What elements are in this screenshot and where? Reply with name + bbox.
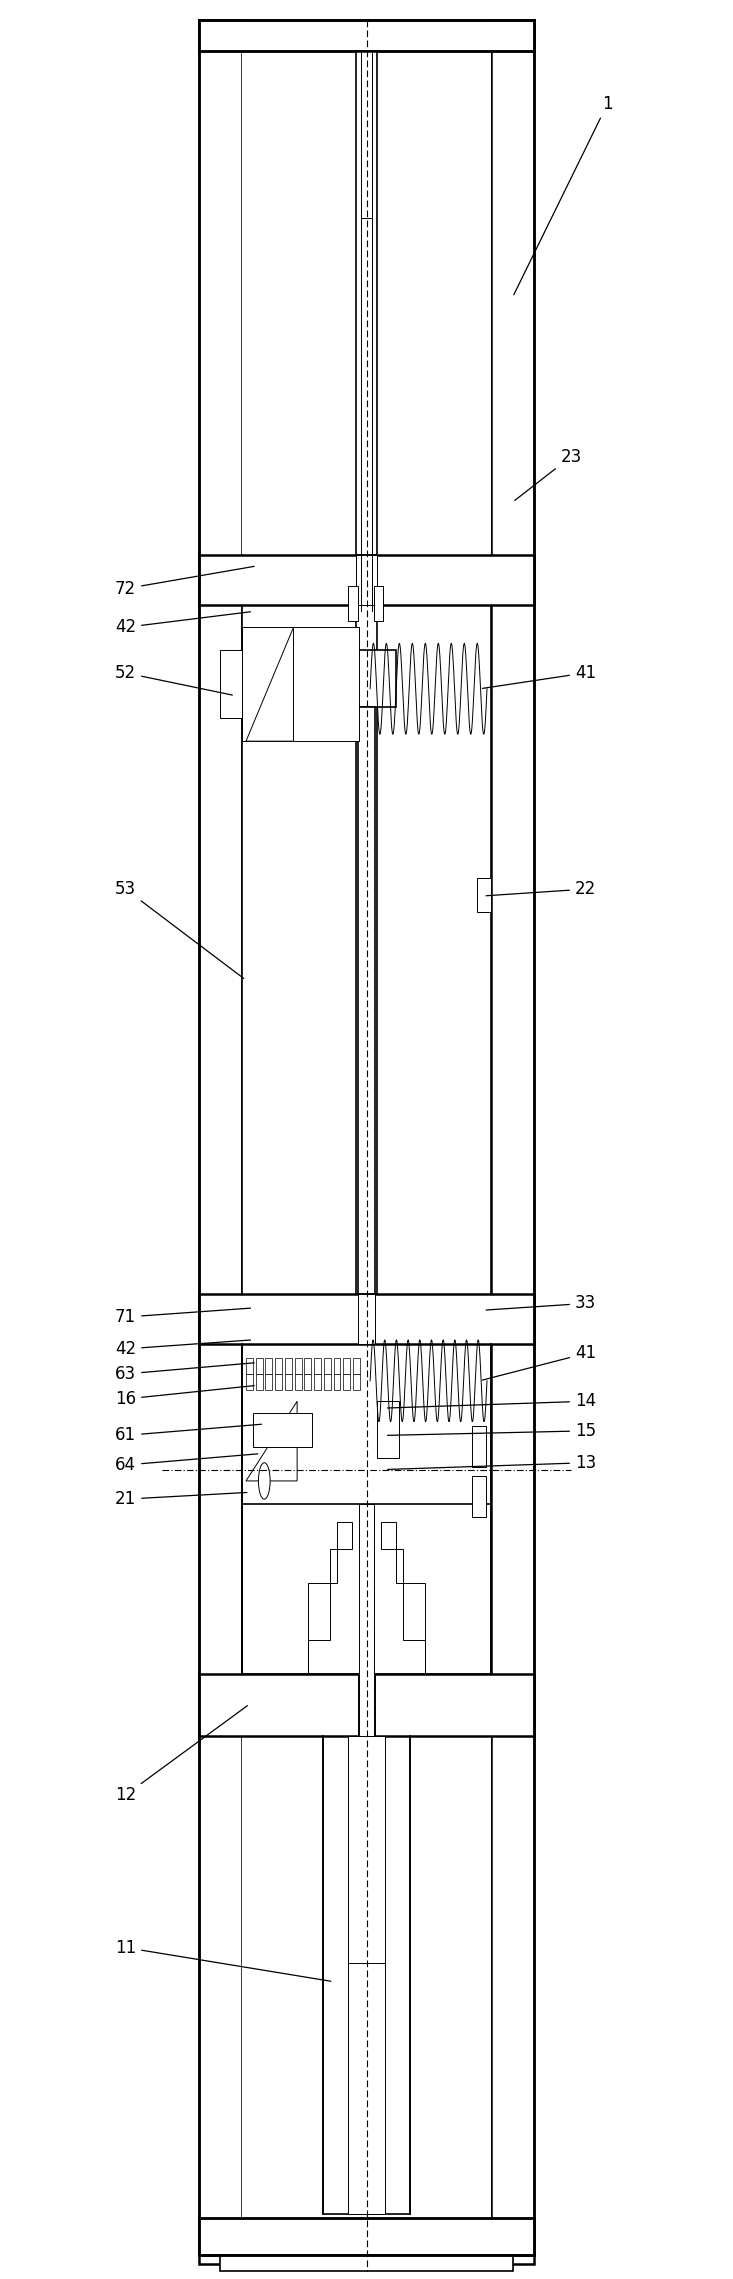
Bar [265, 1374, 272, 1390]
Bar [490, 21, 534, 2263]
Bar [243, 627, 359, 741]
Bar [199, 21, 534, 52]
Bar [356, 52, 377, 554]
Text: 22: 22 [486, 880, 596, 898]
Bar [254, 1413, 312, 1447]
Bar [243, 1504, 490, 1675]
Text: 15: 15 [388, 1422, 596, 1440]
Polygon shape [308, 1522, 352, 1675]
Text: 63: 63 [115, 1363, 254, 1383]
Bar [275, 1358, 282, 1374]
Bar [472, 1477, 485, 1518]
Text: 71: 71 [115, 1308, 251, 1326]
Text: 33: 33 [486, 1294, 596, 1313]
Bar [358, 1294, 375, 1345]
Bar [359, 1504, 374, 1737]
Bar [265, 1358, 272, 1374]
Bar [324, 1374, 331, 1390]
Text: 53: 53 [115, 880, 244, 978]
Text: 21: 21 [115, 1490, 247, 1509]
Bar [275, 1374, 282, 1390]
Bar [343, 1374, 350, 1390]
Bar [472, 1427, 485, 1468]
Text: 72: 72 [115, 567, 254, 597]
Bar [304, 1358, 312, 1374]
Bar [199, 1675, 534, 1737]
Text: 64: 64 [115, 1454, 258, 1475]
Text: 41: 41 [482, 663, 596, 688]
Bar [314, 1358, 321, 1374]
Bar [199, 1675, 534, 1737]
Text: 11: 11 [115, 1939, 331, 1980]
Text: 52: 52 [115, 663, 232, 695]
Bar [334, 1358, 340, 1374]
Bar [199, 1294, 534, 1345]
Bar [221, 650, 243, 718]
Text: 16: 16 [115, 1386, 254, 1408]
Bar [477, 877, 490, 912]
Bar [199, 2217, 534, 2254]
Polygon shape [246, 1402, 297, 1481]
Bar [334, 1374, 340, 1390]
Bar [199, 21, 534, 52]
Bar [199, 21, 243, 2263]
Bar [358, 706, 375, 1294]
Bar [221, 2254, 512, 2270]
Bar [221, 2254, 512, 2270]
Bar [353, 1358, 360, 1374]
Bar [199, 21, 243, 2263]
Bar [490, 21, 534, 2263]
Polygon shape [246, 627, 293, 741]
Bar [356, 604, 377, 1294]
Circle shape [259, 1463, 270, 1500]
Bar [285, 1358, 292, 1374]
Bar [343, 1358, 350, 1374]
Text: 13: 13 [388, 1454, 596, 1472]
Bar [348, 1737, 385, 2213]
Bar [199, 1294, 534, 1345]
Bar [295, 1374, 301, 1390]
Bar [348, 586, 358, 620]
Bar [285, 1374, 292, 1390]
Bar [304, 1374, 312, 1390]
Bar [324, 1358, 331, 1374]
Bar [199, 554, 534, 604]
Text: 61: 61 [115, 1424, 262, 1445]
Bar [314, 1374, 321, 1390]
Text: 14: 14 [388, 1392, 596, 1411]
Bar [246, 1374, 253, 1390]
Bar [356, 554, 377, 604]
Text: 42: 42 [115, 1340, 251, 1358]
Bar [358, 1675, 375, 1737]
Polygon shape [381, 1522, 425, 1675]
Text: 12: 12 [115, 1705, 248, 1805]
Bar [199, 2217, 534, 2254]
Bar [337, 650, 396, 706]
Bar [243, 21, 490, 2263]
Bar [243, 1345, 490, 1675]
Bar [323, 1737, 410, 2213]
Text: 42: 42 [115, 611, 251, 636]
Bar [256, 1358, 262, 1374]
Bar [295, 1358, 301, 1374]
Bar [256, 1374, 262, 1390]
Bar [353, 1374, 360, 1390]
Text: 41: 41 [482, 1345, 596, 1381]
Bar [246, 1358, 253, 1374]
Text: 1: 1 [514, 96, 613, 294]
Bar [377, 1402, 399, 1459]
Bar [199, 554, 534, 604]
Text: 23: 23 [515, 447, 581, 501]
Bar [374, 586, 383, 620]
